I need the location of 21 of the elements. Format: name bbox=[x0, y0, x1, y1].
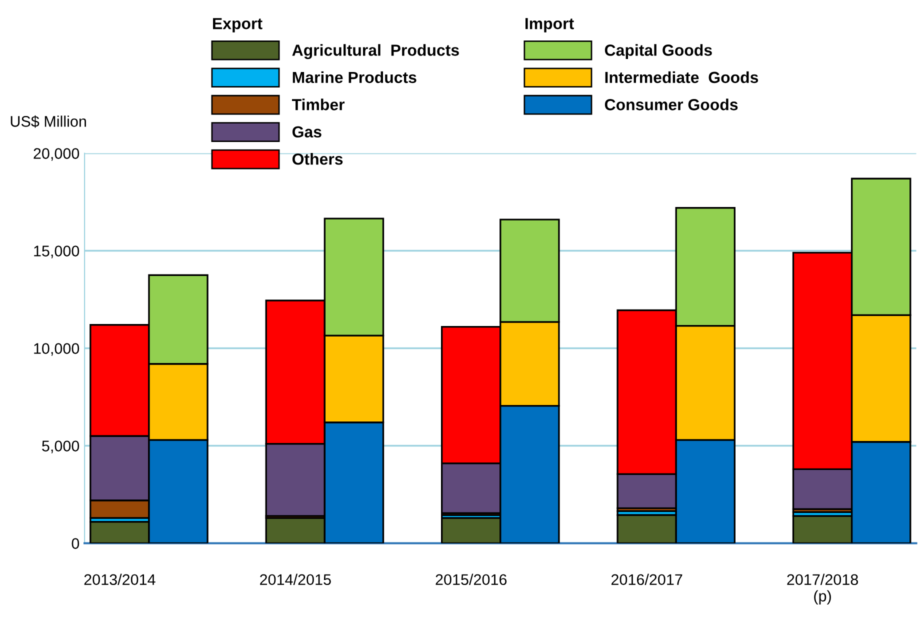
y-tick-label: 0 bbox=[72, 538, 80, 549]
legend-label: Others bbox=[292, 153, 343, 165]
legend-label: Marine Products bbox=[292, 71, 416, 84]
y-tick-label: 20,000 bbox=[34, 148, 80, 161]
y-axis-title: US$ Million bbox=[10, 115, 86, 128]
y-tick-label: 10,000 bbox=[34, 343, 80, 356]
legend-label: Agricultural Products bbox=[292, 44, 459, 60]
legend-label: Consumer Goods bbox=[604, 98, 738, 110]
y-tick-label: 15,000 bbox=[34, 246, 80, 258]
legend-label: Intermediate Goods bbox=[605, 71, 758, 84]
x-tick-label: 2015/2016 bbox=[436, 574, 507, 586]
x-tick-label: 2017/2018 (p) bbox=[787, 574, 858, 605]
text: Import bbox=[525, 18, 574, 32]
x-tick-label: 2013/2014 bbox=[84, 574, 156, 586]
legend-label: Capital Goods bbox=[604, 44, 712, 60]
text: Export bbox=[213, 18, 262, 32]
legend-label: Timber bbox=[292, 98, 345, 110]
legend-label: Gas bbox=[292, 126, 322, 138]
x-tick-label: 2014/2015 bbox=[260, 574, 331, 586]
x-tick-label: 2016/2017 bbox=[611, 574, 682, 586]
y-tick-label: 5,000 bbox=[42, 440, 80, 454]
